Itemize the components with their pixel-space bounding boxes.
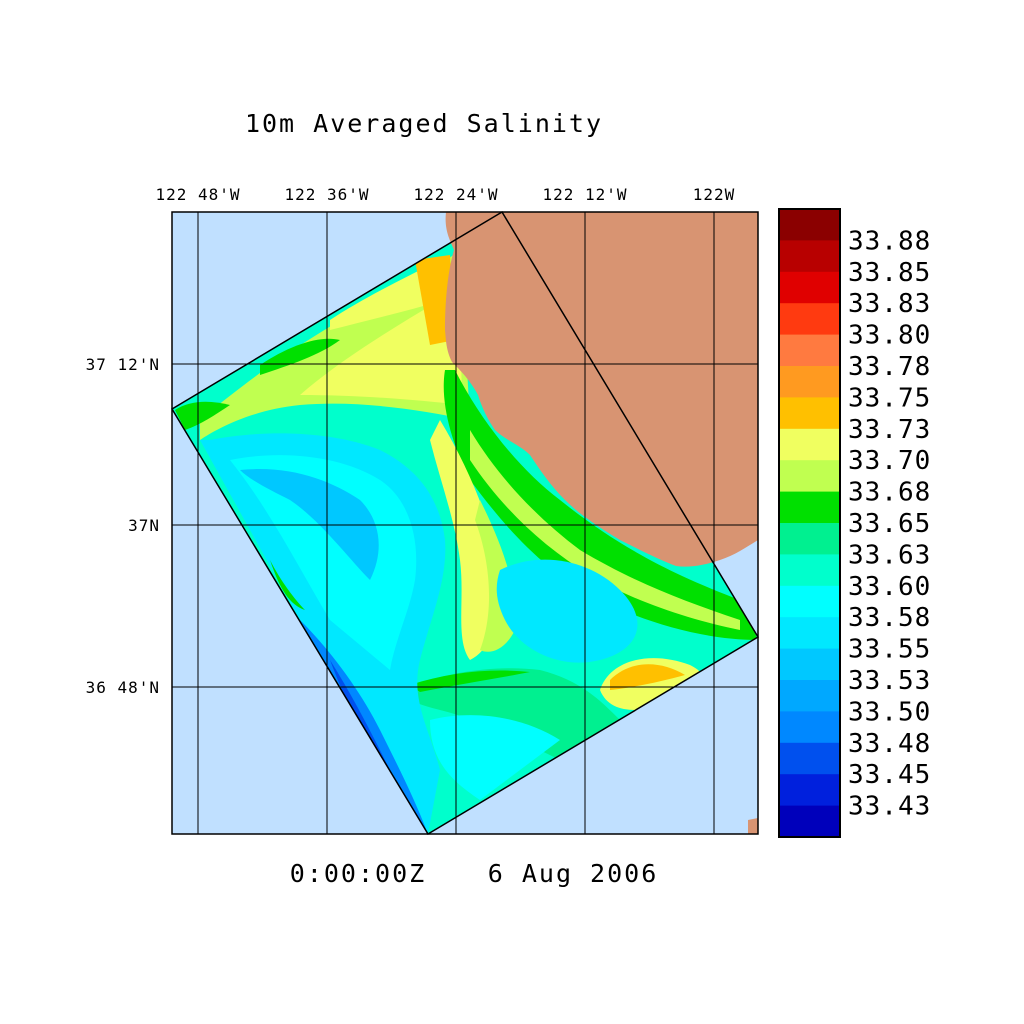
colorbar-label: 33.80 (848, 321, 931, 351)
colorbar-swatch (779, 491, 840, 524)
lat-tick-label: 37N (128, 516, 160, 535)
graticule (172, 212, 758, 834)
timestamp-time: 0:00:00Z (290, 859, 426, 888)
colorbar-swatch (779, 397, 840, 430)
colorbar-swatch (779, 554, 840, 587)
colorbar: 33.8833.8533.8333.8033.7833.7533.7333.70… (778, 208, 931, 838)
colorbar-swatch (779, 303, 840, 336)
colorbar-label: 33.63 (848, 540, 931, 570)
map-frame (171, 211, 759, 835)
colorbar-label: 33.83 (848, 289, 931, 319)
colorbar-label: 33.88 (848, 226, 931, 256)
colorbar-label: 33.58 (848, 603, 931, 633)
colorbar-label: 33.68 (848, 478, 931, 508)
lon-tick-label: 122W (693, 185, 736, 204)
colorbar-frame (778, 208, 841, 838)
lat-tick-label: 37 12'N (86, 355, 160, 374)
colorbar-swatch (779, 742, 840, 775)
colorbar-label: 33.70 (848, 446, 931, 476)
land-mass (445, 212, 758, 567)
colorbar-label: 33.53 (848, 666, 931, 696)
colorbar-label: 33.78 (848, 352, 931, 382)
colorbar-swatch (779, 334, 840, 367)
colorbar-swatch (779, 271, 840, 304)
colorbar-label: 33.75 (848, 383, 931, 413)
lon-tick-label: 122 24'W (413, 185, 498, 204)
colorbar-swatch (779, 240, 840, 273)
colorbar-label: 33.60 (848, 572, 931, 602)
colorbar-swatch (779, 617, 840, 650)
colorbar-label: 33.85 (848, 258, 931, 288)
colorbar-label: 33.45 (848, 760, 931, 790)
colorbar-swatch (779, 711, 840, 744)
colorbar-swatch (779, 585, 840, 618)
colorbar-label: 33.48 (848, 729, 931, 759)
colorbar-swatch (779, 209, 840, 241)
land-fragment (748, 818, 758, 834)
lat-tick-label: 36 48'N (86, 678, 160, 697)
colorbar-swatch (779, 428, 840, 461)
colorbar-label: 33.55 (848, 635, 931, 665)
colorbar-swatch (779, 366, 840, 398)
colorbar-label: 33.43 (848, 792, 931, 822)
lon-tick-label: 122 48'W (155, 185, 240, 204)
chart-title: 10m Averaged Salinity (245, 109, 603, 138)
lon-tick-label: 122 12'W (542, 185, 627, 204)
colorbar-swatch (779, 523, 840, 555)
colorbar-swatch (779, 774, 840, 807)
colorbar-swatch (779, 680, 840, 712)
colorbar-label: 33.65 (848, 509, 931, 539)
lon-tick-label: 122 36'W (284, 185, 369, 204)
timestamp-date: 6 Aug 2006 (488, 859, 659, 888)
colorbar-swatch (779, 805, 840, 838)
colorbar-label: 33.50 (848, 697, 931, 727)
colorbar-swatch (779, 460, 840, 493)
colorbar-swatch (779, 648, 840, 681)
colorbar-label: 33.73 (848, 415, 931, 445)
